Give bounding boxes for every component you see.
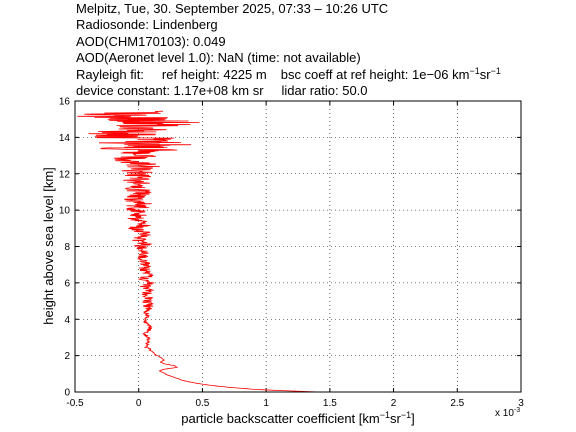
- ref-height: ref height: 4225 m: [161, 66, 267, 82]
- title-line: Melpitz, Tue, 30. September 2025, 07:33 …: [76, 1, 389, 16]
- y-tick-label: 16: [59, 97, 71, 108]
- backscatter-profile-line: [77, 110, 320, 393]
- bsc-coeff: bsc coeff at ref height: 1e−06 km−1sr−1: [280, 65, 501, 82]
- radiosonde-line: Radiosonde: Lindenberg: [76, 17, 218, 33]
- axes-box: [74, 100, 522, 393]
- x-tick-label: 1.5: [323, 398, 337, 409]
- aod-aeronet-line: AOD(Aeronet level 1.0): NaN (time: not a…: [76, 50, 361, 66]
- series-layer: [77, 110, 320, 393]
- x-tick-label: 1: [263, 398, 269, 409]
- x-multiplier: x 10-3: [495, 407, 520, 419]
- y-tick-label: 2: [64, 351, 70, 362]
- x-tick-labels: -0.5 0 0.5 1 1.5 2 2.5 3: [66, 398, 524, 409]
- y-tick-labels: 0 2 4 6 8 10 12 14 16: [59, 97, 71, 399]
- x-tick-label: 2: [391, 398, 397, 409]
- device-line: device constant: 1.17e+08 km sr lidar rat…: [76, 83, 501, 99]
- x-tick-label: 2.5: [450, 398, 464, 409]
- y-axis-label: height above sea level [km]: [41, 167, 56, 325]
- x-tick-label: 0: [136, 398, 142, 409]
- x-axis-label: particle backscatter coefficient [km−1sr…: [181, 410, 414, 426]
- aod-chm-line: AOD(CHM170103): 0.049: [76, 33, 226, 49]
- y-tick-label: 4: [64, 315, 70, 326]
- y-tick-label: 6: [64, 278, 70, 289]
- y-tick-label: 12: [59, 169, 71, 180]
- rayleigh-fit-line: Rayleigh fit: ref height: 4225 m bsc coeff…: [76, 65, 501, 83]
- y-tick-label: 8: [64, 242, 70, 253]
- x-tick-label: 0.5: [195, 398, 209, 409]
- x-tick-label: -0.5: [66, 398, 84, 409]
- lidar-ratio: lidar ratio: 50.0: [281, 83, 368, 99]
- rayleigh-label: Rayleigh fit:: [76, 66, 144, 82]
- plot-header: Melpitz, Tue, 30. September 2025, 07:33 …: [76, 1, 501, 99]
- x-tick-label: 3: [518, 398, 524, 409]
- device-constant: device constant: 1.17e+08 km sr: [76, 83, 264, 99]
- y-tick-label: 0: [64, 388, 70, 399]
- y-tick-label: 10: [59, 206, 71, 217]
- y-tick-label: 14: [59, 133, 71, 144]
